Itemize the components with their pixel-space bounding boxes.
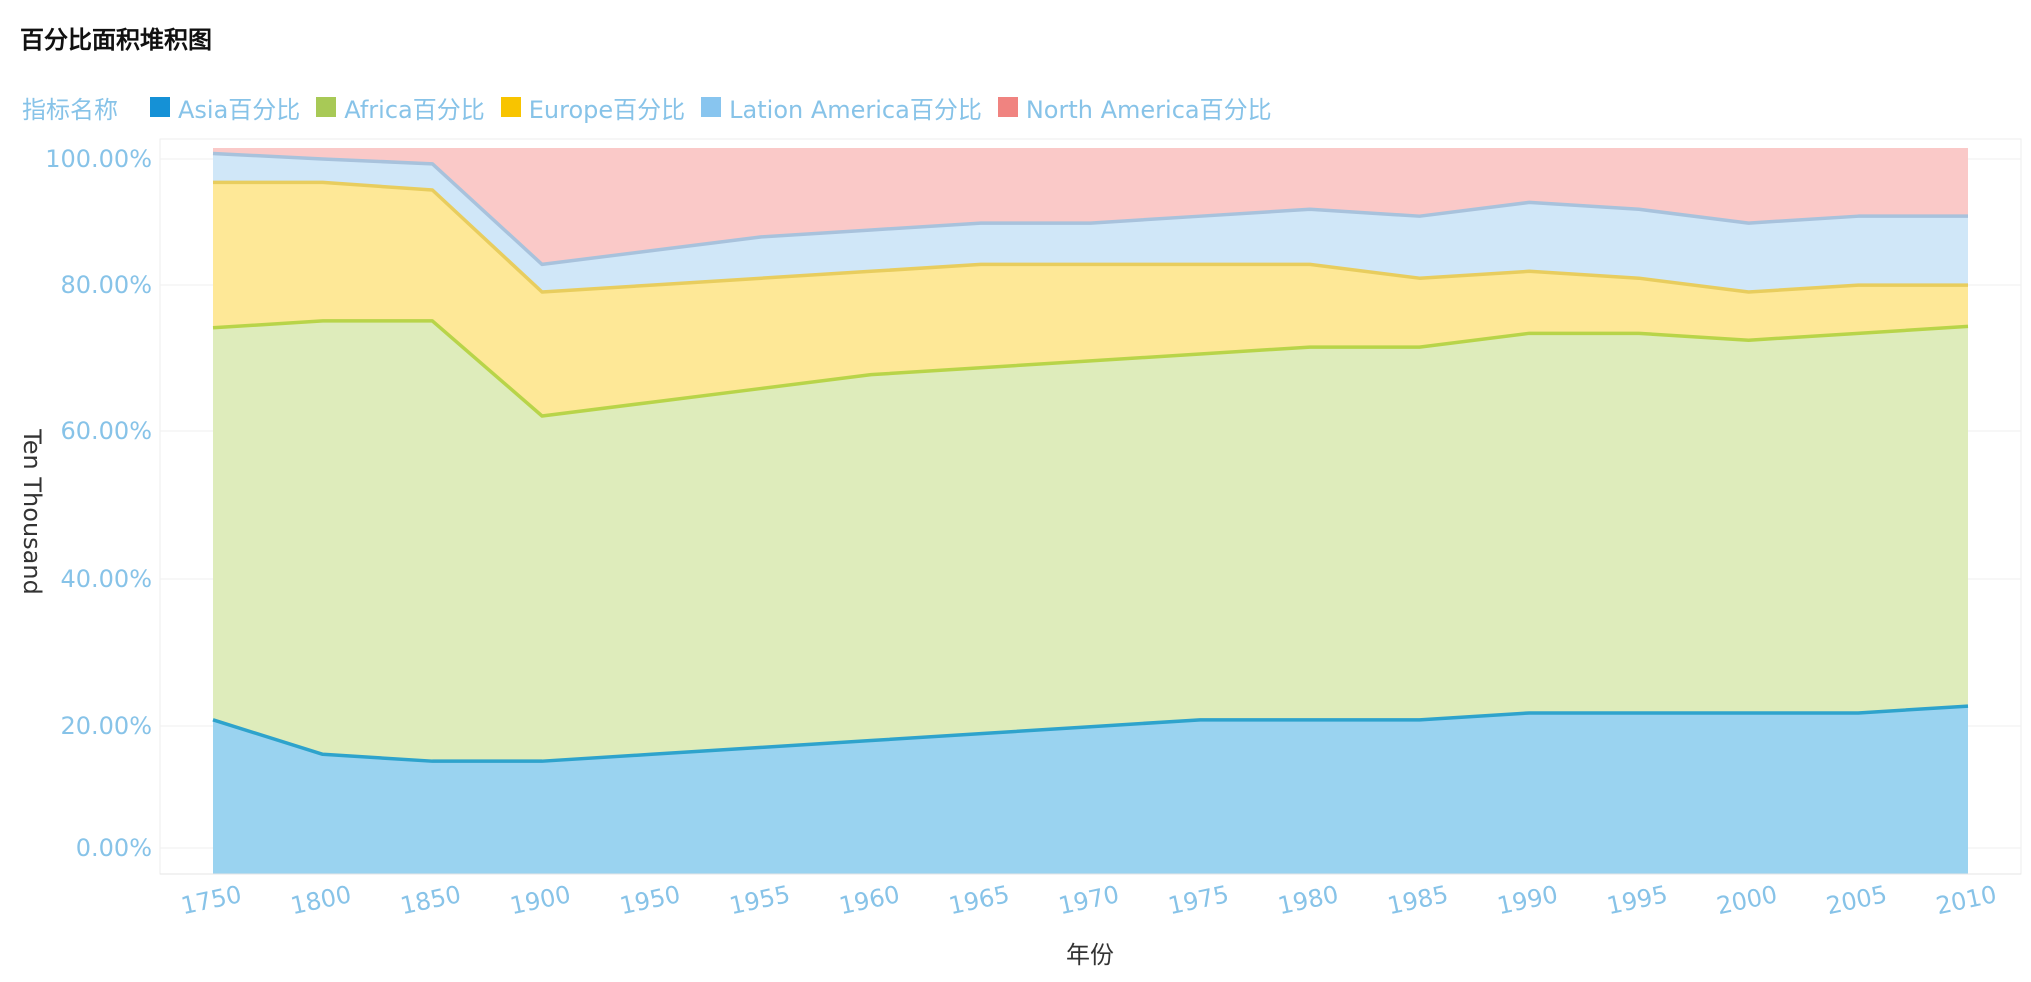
legend-label: North America百分比	[1025, 95, 1272, 124]
x-axis-title: 年份	[1066, 941, 1114, 969]
legend-swatch	[316, 97, 337, 117]
legend-item-1[interactable]: Africa百分比	[316, 90, 485, 125]
legend-title: 指标名称	[22, 95, 118, 124]
label-layer: 0.00% 20.00% 40.00% 60.00% 80.00% 100.00% 1750…	[18, 145, 1999, 969]
legend-swatch	[997, 97, 1018, 117]
legend-label: Lation America百分比	[729, 95, 982, 124]
x-tick-label: 1975	[1166, 880, 1232, 920]
legend-swatch	[500, 97, 521, 117]
legend-swatch	[701, 97, 722, 117]
x-tick-label: 1985	[1385, 880, 1451, 920]
y-tick-label: 100.00%	[45, 145, 152, 173]
legend-item-4[interactable]: North America百分比	[997, 90, 1272, 125]
x-tick-label: 1995	[1604, 880, 1670, 920]
chart-title: 百分比面积堆积图	[20, 26, 212, 54]
y-tick-label: 40.00%	[60, 565, 152, 593]
y-tick-label: 80.00%	[60, 271, 152, 299]
series-line-1	[212, 319, 1969, 418]
x-tick-label: 2010	[1934, 880, 2000, 920]
x-tick-label: 1950	[617, 880, 683, 920]
legend-label: Africa百分比	[344, 95, 485, 124]
x-tick-label: 1980	[1275, 880, 1341, 920]
area-series-3	[213, 153, 1968, 292]
x-tick-label: 1850	[398, 880, 464, 920]
line-layer	[212, 151, 1969, 763]
x-tick-label: 1800	[288, 880, 354, 920]
legend-item-3[interactable]: Lation America百分比	[701, 90, 982, 125]
legend-item-2[interactable]: Europe百分比	[500, 90, 686, 125]
series-line-2	[213, 180, 1968, 294]
x-tick-label: 1990	[1495, 880, 1561, 920]
x-tick-label: 1970	[1056, 880, 1122, 920]
area-series-1	[213, 320, 1968, 762]
x-tick-label: 1955	[727, 880, 793, 920]
legend-label: Europe百分比	[528, 95, 686, 124]
x-tick-label: 1900	[508, 880, 574, 920]
legend-swatch	[150, 97, 170, 117]
area-series-4	[213, 147, 1968, 265]
x-tick-label: 2000	[1714, 880, 1780, 920]
area-series-2	[213, 182, 1968, 416]
y-tick-label: 0.00%	[76, 834, 152, 862]
legend-items: Asia百分比 Africa百分比 Europe百分比 Lation America百…	[150, 90, 1288, 125]
area-series-0	[213, 706, 1968, 874]
area-layer	[213, 147, 1968, 874]
legend: 指标名称 Asia百分比 Africa百分比 Europe百分比 Lation Ame…	[22, 90, 1288, 124]
series-line-0	[212, 704, 1969, 763]
x-tick-label: 2005	[1824, 880, 1890, 920]
y-axis-title: Ten Thousand	[18, 428, 46, 595]
x-tick-label: 1965	[946, 880, 1012, 920]
series-line-3	[212, 151, 1968, 267]
x-tick-label: 1750	[179, 880, 245, 920]
y-tick-label: 20.00%	[60, 712, 152, 740]
y-tick-label: 60.00%	[60, 417, 152, 445]
legend-item-0[interactable]: Asia百分比	[150, 90, 300, 125]
legend-label: Asia百分比	[178, 95, 301, 124]
x-tick-label: 1960	[837, 880, 903, 920]
